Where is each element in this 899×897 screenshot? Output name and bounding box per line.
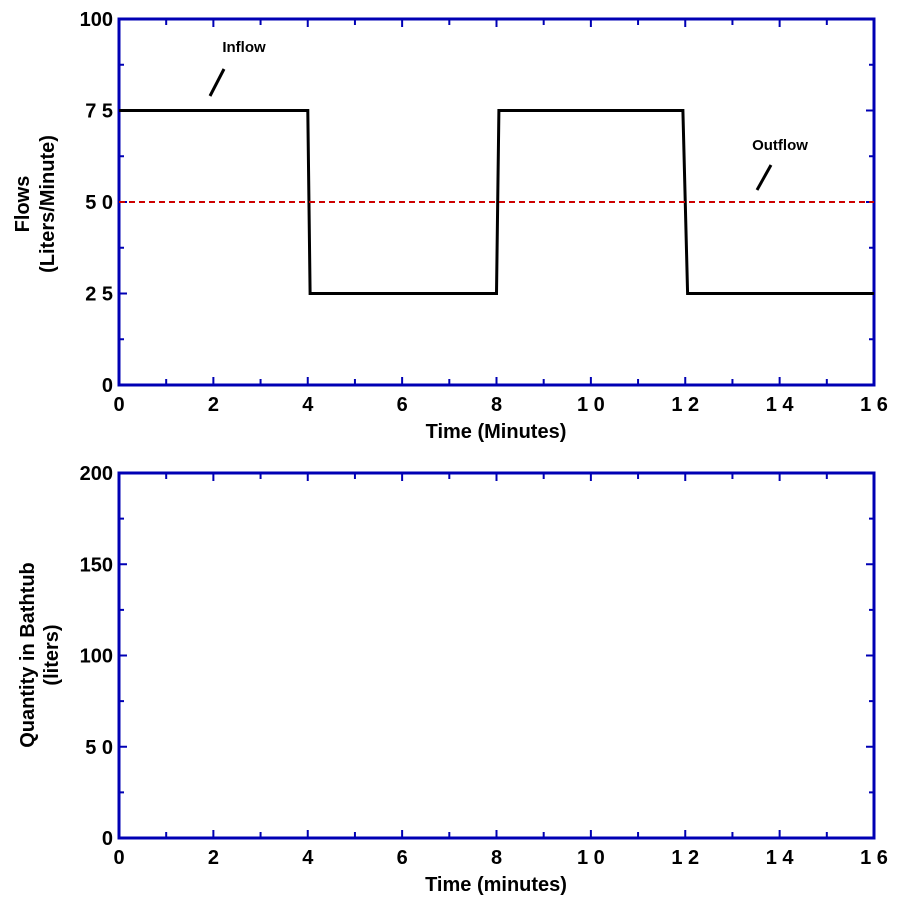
flows-x-tick-label: 0 [113,394,124,416]
quantity-x-axis-label: Time (minutes) [425,874,567,896]
flows-y-tick-label: 100 [80,9,113,31]
flows-x-axis-label: Time (Minutes) [426,421,567,443]
quantity-y-tick-label: 5 0 [85,737,113,759]
flows-series [119,109,874,295]
quantity-x-ticks: 0 2 4 6 8 1 0 1 2 1 4 1 6 [113,473,888,869]
flows-y-tick-label: 0 [102,375,113,397]
inflow-annotation-pointer [208,68,226,97]
quantity-frame-rect [117,471,876,840]
flows-x-tick-label: 2 [208,394,219,416]
quantity-x-tick-label: 2 [208,847,219,869]
flows-y-tick-label: 2 5 [85,284,113,306]
outflow-annotation-label: Outflow [752,137,808,154]
flows-y-tick-label: 7 5 [85,101,113,123]
quantity-y-tick-label: 100 [80,646,113,668]
inflow-annotation-label: Inflow [222,39,266,56]
quantity-x-tick-label: 4 [302,847,314,869]
flows-x-tick-label: 8 [491,394,502,416]
flows-y-axis-label-line1: Flows [12,176,34,233]
quantity-x-tick-label: 1 2 [671,847,699,869]
flows-y-ticks: 0 2 5 5 0 7 5 100 [80,9,874,397]
inflow-line [119,109,874,295]
quantity-y-axis-label-line1: Quantity in Bathtub [17,562,39,748]
quantity-x-tick-label: 8 [491,847,502,869]
flows-x-tick-label: 4 [302,394,314,416]
quantity-x-tick-label: 1 6 [860,847,888,869]
flows-x-tick-label: 6 [397,394,408,416]
quantity-x-tick-label: 6 [397,847,408,869]
inflow-annotation: Inflow [208,39,266,97]
flows-x-ticks: 0 2 4 6 8 1 0 1 2 1 4 1 6 [113,19,888,416]
outflow-annotation-pointer [755,164,773,191]
flows-x-tick-label: 1 2 [671,394,699,416]
flows-y-tick-label: 5 0 [85,192,113,214]
flows-x-tick-label: 1 6 [860,394,888,416]
quantity-y-axis-label-line2: (liters) [41,624,63,685]
quantity-x-tick-label: 1 4 [766,847,795,869]
flows-x-tick-label: 1 0 [577,394,605,416]
flows-x-tick-label: 1 4 [766,394,795,416]
flows-y-axis-label-line2: (Liters/Minute) [37,135,59,273]
quantity-y-tick-label: 0 [102,828,113,850]
quantity-y-tick-label: 200 [80,463,113,485]
quantity-x-tick-label: 1 0 [577,847,605,869]
quantity-plot-frame [117,471,876,840]
quantity-y-tick-label: 150 [80,554,113,576]
outflow-annotation: Outflow [752,137,808,191]
quantity-x-tick-label: 0 [113,847,124,869]
